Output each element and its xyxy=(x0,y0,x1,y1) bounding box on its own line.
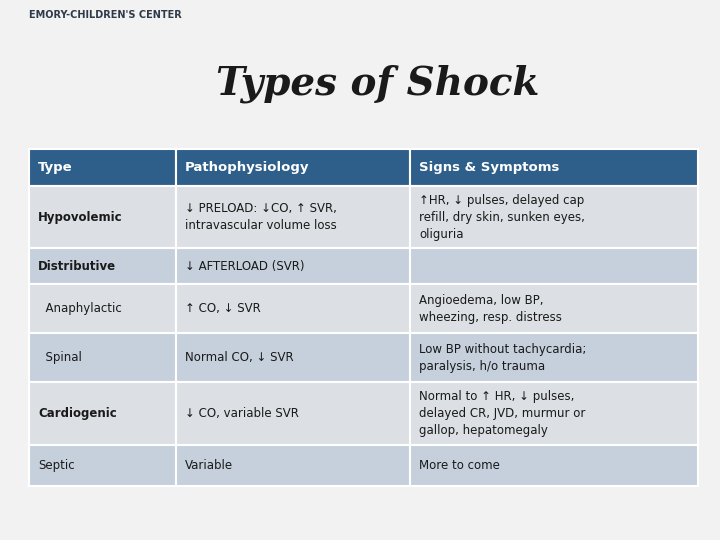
Text: Variable: Variable xyxy=(185,459,233,472)
Text: Spinal: Spinal xyxy=(38,351,82,364)
Text: Signs & Symptoms: Signs & Symptoms xyxy=(419,160,559,173)
Text: ↑ CO, ↓ SVR: ↑ CO, ↓ SVR xyxy=(185,302,261,315)
Text: EMORY-CHILDREN'S CENTER: EMORY-CHILDREN'S CENTER xyxy=(29,10,181,20)
Text: ↓ PRELOAD: ↓CO, ↑ SVR,
intravascular volume loss: ↓ PRELOAD: ↓CO, ↑ SVR, intravascular vol… xyxy=(185,202,337,232)
Text: Septic: Septic xyxy=(38,459,75,472)
Text: Anaphylactic: Anaphylactic xyxy=(38,302,122,315)
Text: Low BP without tachycardia;
paralysis, h/o trauma: Low BP without tachycardia; paralysis, h… xyxy=(419,343,587,373)
Text: Pathophysiology: Pathophysiology xyxy=(185,160,310,173)
Text: Normal to ↑ HR, ↓ pulses,
delayed CR, JVD, murmur or
gallop, hepatomegaly: Normal to ↑ HR, ↓ pulses, delayed CR, JV… xyxy=(419,390,585,437)
Text: Distributive: Distributive xyxy=(38,260,117,273)
Text: ↓ CO, variable SVR: ↓ CO, variable SVR xyxy=(185,407,299,420)
Text: More to come: More to come xyxy=(419,459,500,472)
Text: Cardiogenic: Cardiogenic xyxy=(38,407,117,420)
Text: Angioedema, low BP,
wheezing, resp. distress: Angioedema, low BP, wheezing, resp. dist… xyxy=(419,294,562,323)
Text: Types of Shock: Types of Shock xyxy=(216,64,539,103)
Text: Normal CO, ↓ SVR: Normal CO, ↓ SVR xyxy=(185,351,293,364)
Text: ↓ AFTERLOAD (SVR): ↓ AFTERLOAD (SVR) xyxy=(185,260,305,273)
Text: ↑HR, ↓ pulses, delayed cap
refill, dry skin, sunken eyes,
oliguria: ↑HR, ↓ pulses, delayed cap refill, dry s… xyxy=(419,193,585,240)
Text: Hypovolemic: Hypovolemic xyxy=(38,211,123,224)
Text: Type: Type xyxy=(37,160,72,173)
